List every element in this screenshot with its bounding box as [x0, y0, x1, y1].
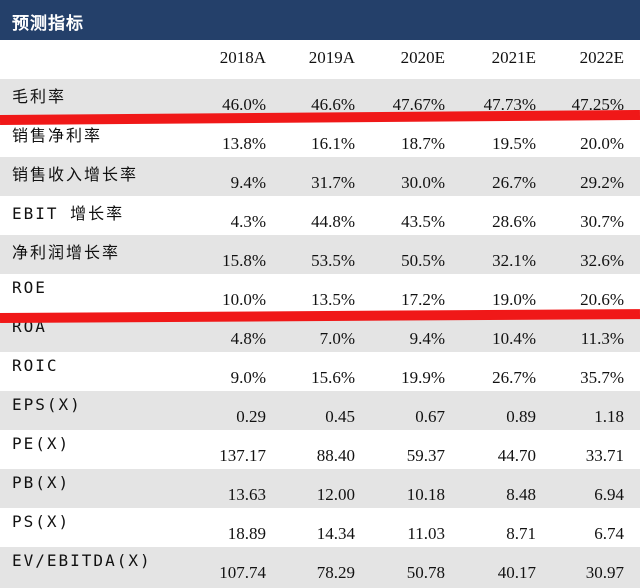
row-label: ROE [12, 278, 47, 297]
cell-value: 107.74 [219, 563, 266, 582]
cell-value: 6.94 [594, 485, 624, 504]
cell-value: 1.18 [594, 407, 624, 426]
cell-value: 28.6% [492, 212, 536, 231]
table-title: 预测指标 [12, 14, 84, 34]
cell-value: 32.1% [492, 251, 536, 270]
row-label: 销售收入增长率 [12, 165, 139, 184]
cell-value: 13.8% [222, 134, 266, 153]
cell-value: 4.8% [230, 329, 266, 348]
cell-value: 9.4% [409, 329, 445, 348]
cell-value: 12.00 [316, 485, 355, 504]
cell-value: 88.40 [316, 446, 355, 465]
year-header: 2019A [308, 48, 355, 67]
cell-value: 47.73% [483, 95, 536, 114]
cell-value: 18.89 [227, 524, 266, 543]
row-label: PS(X) [12, 512, 71, 531]
cell-value: 0.29 [236, 407, 266, 426]
cell-value: 26.7% [492, 368, 536, 387]
cell-value: 10.4% [492, 329, 536, 348]
cell-value: 6.74 [594, 524, 624, 543]
cell-value: 29.2% [580, 173, 624, 192]
cell-value: 30.97 [585, 563, 624, 582]
row-label: EV/EBITDA(X) [12, 551, 152, 570]
cell-value: 47.25% [571, 95, 624, 114]
cell-value: 40.17 [497, 563, 536, 582]
table-row-revenue-growth: 销售收入增长率 9.4% 31.7% 30.0% 26.7% 29.2% [0, 157, 640, 196]
row-label: 毛利率 [12, 87, 67, 106]
cell-value: 11.03 [407, 524, 445, 543]
cell-value: 0.45 [325, 407, 355, 426]
cell-value: 59.37 [406, 446, 445, 465]
row-label: EBIT 增长率 [12, 204, 125, 223]
cell-value: 18.7% [401, 134, 445, 153]
cell-value: 19.0% [492, 290, 536, 309]
row-label: 销售净利率 [12, 126, 103, 145]
table-row-ps: PS(X) 18.89 14.34 11.03 8.71 6.74 [0, 508, 640, 547]
row-label: EPS(X) [12, 395, 82, 414]
cell-value: 11.3% [580, 329, 624, 348]
cell-value: 44.8% [311, 212, 355, 231]
cell-value: 16.1% [311, 134, 355, 153]
cell-value: 9.4% [230, 173, 266, 192]
cell-value: 15.6% [311, 368, 355, 387]
year-header: 2022E [579, 48, 624, 67]
cell-value: 35.7% [580, 368, 624, 387]
cell-value: 46.6% [311, 95, 355, 114]
table-row-pb: PB(X) 13.63 12.00 10.18 8.48 6.94 [0, 469, 640, 508]
year-header-row: 2018A 2019A 2020E 2021E 2022E [0, 40, 640, 76]
cell-value: 19.9% [401, 368, 445, 387]
cell-value: 8.48 [506, 485, 536, 504]
cell-value: 15.8% [222, 251, 266, 270]
year-header: 2018A [219, 48, 266, 67]
cell-value: 47.67% [392, 95, 445, 114]
cell-value: 30.7% [580, 212, 624, 231]
table-row-eps: EPS(X) 0.29 0.45 0.67 0.89 1.18 [0, 391, 640, 430]
cell-value: 7.0% [319, 329, 355, 348]
cell-value: 50.5% [401, 251, 445, 270]
table-row-net-margin: 销售净利率 13.8% 16.1% 18.7% 19.5% 20.0% [0, 118, 640, 157]
row-label: 净利润增长率 [12, 243, 121, 262]
cell-value: 44.70 [497, 446, 536, 465]
table-row-roic: ROIC 9.0% 15.6% 19.9% 26.7% 35.7% [0, 352, 640, 391]
cell-value: 17.2% [401, 290, 445, 309]
cell-value: 13.63 [227, 485, 266, 504]
cell-value: 26.7% [492, 173, 536, 192]
cell-value: 20.0% [580, 134, 624, 153]
cell-value: 20.6% [580, 290, 624, 309]
cell-value: 0.67 [415, 407, 445, 426]
cell-value: 14.34 [316, 524, 355, 543]
row-label: PE(X) [12, 434, 71, 453]
cell-value: 32.6% [580, 251, 624, 270]
cell-value: 13.5% [311, 290, 355, 309]
cell-value: 33.71 [585, 446, 624, 465]
year-header: 2021E [491, 48, 536, 67]
cell-value: 31.7% [311, 173, 355, 192]
cell-value: 4.3% [230, 212, 266, 231]
table-row-net-profit-growth: 净利润增长率 15.8% 53.5% 50.5% 32.1% 32.6% [0, 235, 640, 274]
cell-value: 43.5% [401, 212, 445, 231]
table-title-bar: 预测指标 [0, 0, 640, 40]
year-header: 2020E [400, 48, 445, 67]
cell-value: 78.29 [316, 563, 355, 582]
cell-value: 50.78 [406, 563, 445, 582]
row-label: ROIC [12, 356, 59, 375]
cell-value: 46.0% [222, 95, 266, 114]
row-label: PB(X) [12, 473, 71, 492]
cell-value: 137.17 [219, 446, 266, 465]
cell-value: 53.5% [311, 251, 355, 270]
cell-value: 19.5% [492, 134, 536, 153]
table-row-roe: ROE 10.0% 13.5% 17.2% 19.0% 20.6% [0, 274, 640, 313]
table-row-pe: PE(X) 137.17 88.40 59.37 44.70 33.71 [0, 430, 640, 469]
table-row-ebit-growth: EBIT 增长率 4.3% 44.8% 43.5% 28.6% 30.7% [0, 196, 640, 235]
cell-value: 10.18 [406, 485, 445, 504]
cell-value: 9.0% [230, 368, 266, 387]
cell-value: 10.0% [222, 290, 266, 309]
cell-value: 0.89 [506, 407, 536, 426]
cell-value: 30.0% [401, 173, 445, 192]
cell-value: 8.71 [506, 524, 536, 543]
table-row-ev-ebitda: EV/EBITDA(X) 107.74 78.29 50.78 40.17 30… [0, 547, 640, 588]
